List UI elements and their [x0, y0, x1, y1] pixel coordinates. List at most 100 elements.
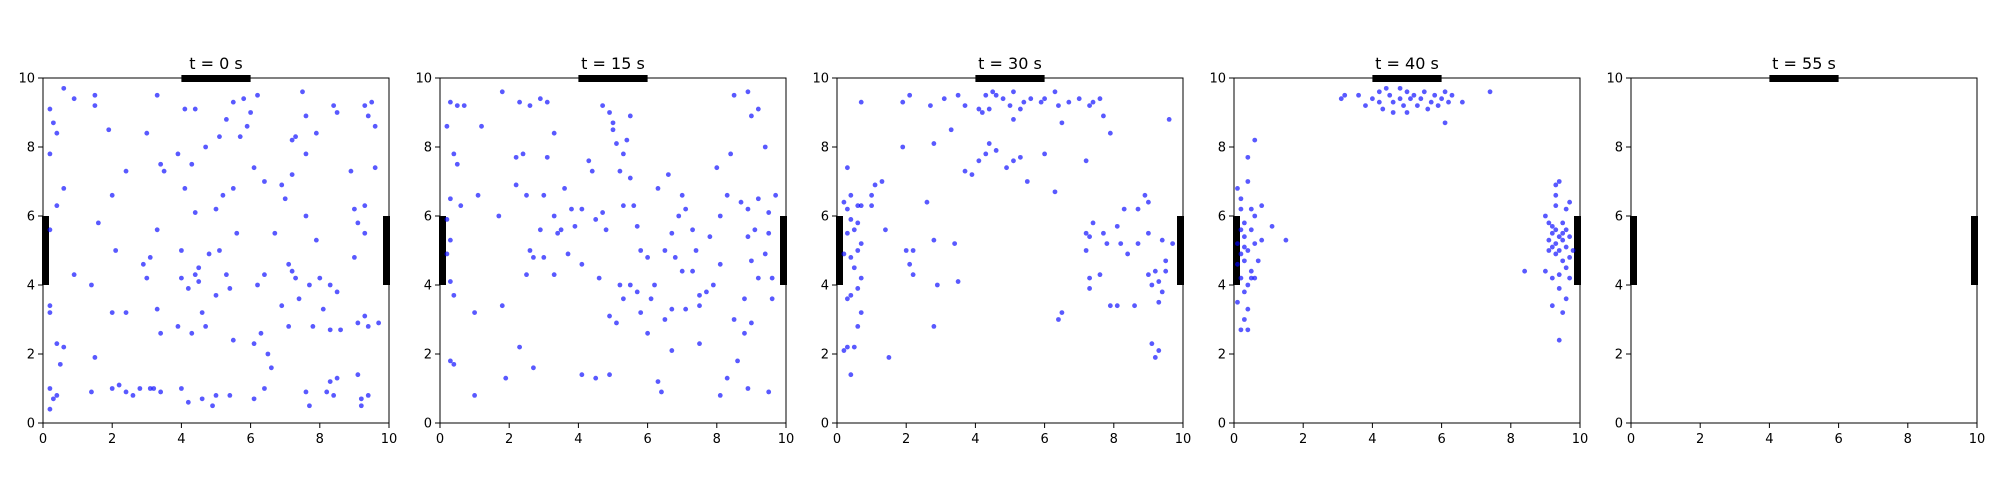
y-tick-label: 8: [424, 141, 432, 156]
data-point: [652, 282, 657, 288]
data-point: [517, 99, 522, 105]
data-point: [627, 175, 633, 181]
data-point: [116, 382, 122, 388]
data-point: [517, 344, 522, 350]
x-tick-label: 2: [902, 432, 910, 447]
data-point: [47, 386, 53, 391]
data-point: [579, 261, 585, 267]
data-point: [907, 261, 913, 267]
data-point: [47, 151, 53, 157]
data-point: [749, 113, 754, 119]
data-point: [1553, 241, 1559, 247]
data-point: [109, 192, 115, 198]
exit-top: [181, 75, 251, 82]
data-point: [579, 372, 585, 378]
data-point: [1556, 179, 1562, 184]
data-point: [227, 393, 233, 398]
data-point: [848, 372, 854, 378]
data-point: [1546, 248, 1552, 253]
data-point: [210, 403, 215, 409]
data-point: [1570, 248, 1576, 253]
data-point: [969, 172, 975, 178]
data-point: [182, 186, 188, 191]
data-point: [531, 255, 536, 260]
data-point: [123, 168, 129, 174]
data-point: [175, 151, 181, 157]
data-point: [848, 255, 854, 260]
data-point: [717, 213, 723, 219]
y-tick-label: 0: [1615, 417, 1623, 432]
x-tick-label: 8: [1110, 432, 1118, 447]
data-point: [196, 279, 202, 284]
data-point: [749, 320, 754, 326]
data-point: [1442, 120, 1448, 126]
data-point: [192, 106, 198, 112]
data-point: [1543, 213, 1548, 219]
data-point: [1059, 120, 1065, 126]
data-point: [1356, 92, 1361, 98]
data-point: [1114, 303, 1120, 309]
y-tick-label: 0: [424, 417, 432, 432]
data-point: [144, 130, 150, 136]
data-point: [662, 317, 668, 322]
data-point: [331, 393, 337, 398]
data-point: [955, 279, 961, 284]
data-point: [1252, 241, 1258, 247]
data-point: [593, 217, 599, 222]
data-point: [248, 110, 254, 115]
data-point: [189, 161, 195, 167]
data-point: [458, 203, 464, 209]
data-point: [638, 248, 644, 253]
data-point: [762, 144, 768, 150]
y-tick-label: 6: [1218, 210, 1226, 225]
data-point: [844, 206, 850, 212]
data-point: [742, 296, 747, 302]
data-point: [503, 375, 509, 381]
data-point: [955, 92, 961, 98]
data-point: [54, 393, 60, 398]
data-point: [358, 396, 364, 402]
data-point: [731, 317, 737, 322]
y-tick-label: 2: [424, 348, 432, 363]
data-point: [310, 324, 316, 329]
data-point: [109, 386, 115, 391]
data-point: [1052, 189, 1058, 195]
data-point: [979, 110, 985, 115]
exit-left: [836, 216, 843, 285]
y-tick-label: 8: [27, 141, 35, 156]
data-point: [154, 306, 160, 312]
data-point: [607, 110, 612, 115]
data-point: [614, 141, 619, 146]
data-point: [199, 310, 205, 315]
data-point: [993, 92, 999, 98]
data-point: [237, 134, 243, 140]
data-point: [1052, 89, 1058, 95]
data-point: [1252, 137, 1258, 143]
data-point: [196, 265, 202, 271]
data-point: [1011, 117, 1016, 122]
axes-frame: [1233, 77, 1581, 424]
data-point: [179, 275, 184, 281]
data-point: [724, 192, 730, 198]
data-point: [289, 137, 295, 143]
data-point: [627, 113, 633, 119]
x-tick-label: 0: [1230, 432, 1238, 447]
x-tick-label: 4: [1368, 432, 1376, 447]
data-point: [717, 393, 723, 398]
data-point: [479, 123, 484, 129]
data-point: [352, 206, 357, 212]
data-point: [848, 192, 854, 198]
data-point: [1076, 96, 1082, 102]
data-point: [1376, 99, 1382, 105]
data-point: [665, 172, 671, 178]
data-point: [1135, 241, 1141, 247]
data-point: [731, 92, 737, 98]
y-tick-label: 8: [1615, 141, 1623, 156]
data-point: [755, 196, 761, 202]
x-tick-label: 4: [574, 432, 582, 447]
data-point: [244, 123, 250, 129]
y-tick-label: 10: [18, 72, 35, 87]
data-point: [841, 348, 847, 353]
data-point: [1238, 275, 1244, 281]
data-point: [1238, 227, 1244, 233]
